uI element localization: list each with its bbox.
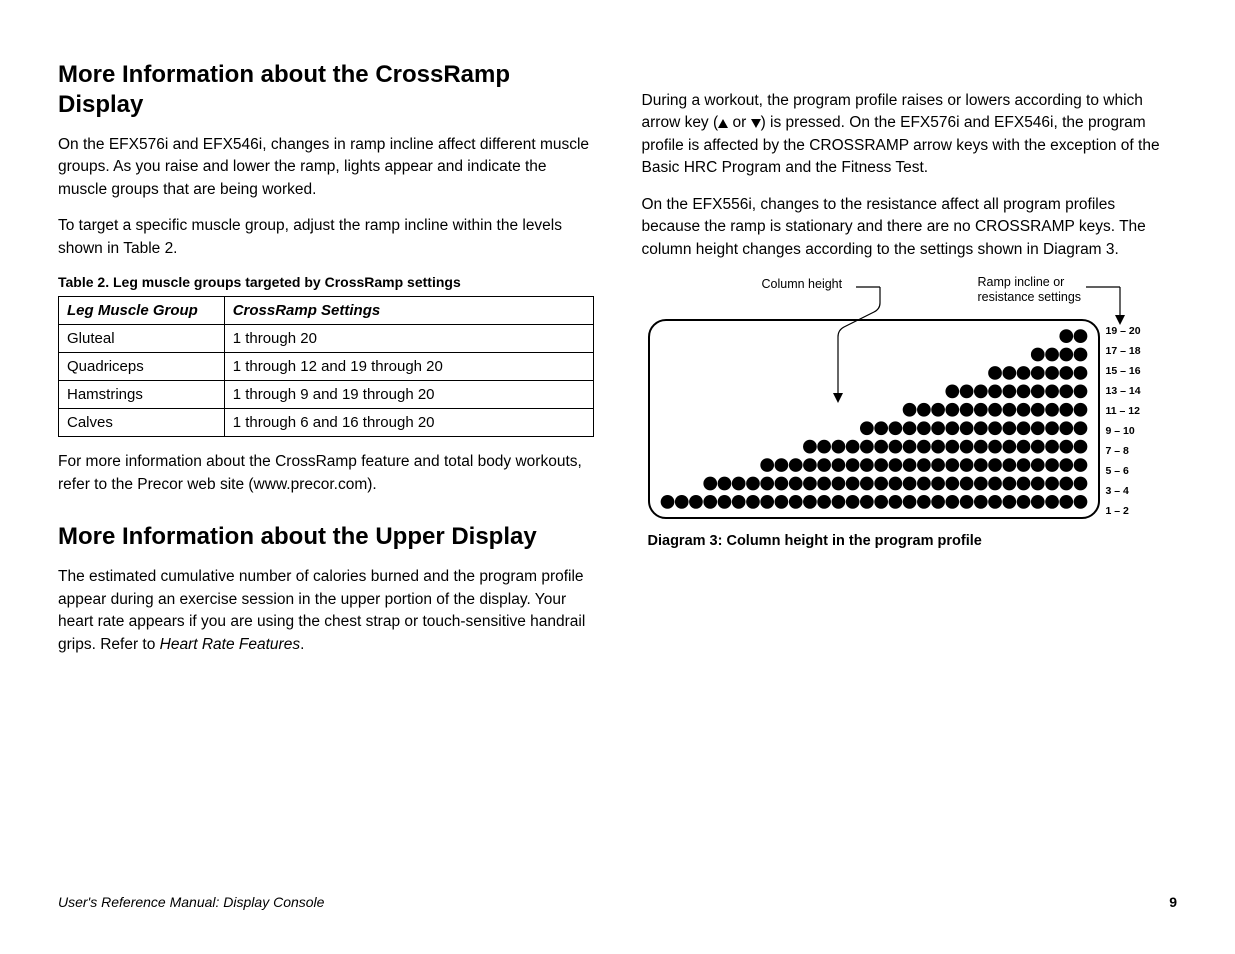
heart-rate-ref: Heart Rate Features	[160, 636, 300, 653]
table-row: Gluteal1 through 20	[59, 325, 594, 353]
row-label: 1 – 2	[1106, 501, 1141, 521]
page-footer: User's Reference Manual: Display Console…	[58, 894, 1177, 910]
para-right-2: On the EFX556i, changes to the resistanc…	[642, 194, 1178, 261]
para-upper-display-a: The estimated cumulative number of calor…	[58, 568, 585, 652]
up-arrow-icon	[718, 119, 728, 128]
dots-frame	[648, 319, 1100, 519]
row-label: 9 – 10	[1106, 421, 1141, 441]
heading-upper-display: More Information about the Upper Display	[58, 522, 594, 552]
row-label: 17 – 18	[1106, 341, 1141, 361]
table-header-muscle: Leg Muscle Group	[59, 297, 225, 325]
left-column: More Information about the CrossRamp Dis…	[58, 60, 594, 670]
para-right-1b: or	[728, 114, 750, 131]
table-cell: Hamstrings	[59, 381, 225, 409]
row-label: 19 – 20	[1106, 321, 1141, 341]
row-label: 5 – 6	[1106, 461, 1141, 481]
table-cell: 1 through 6 and 16 through 20	[224, 409, 593, 437]
para-crossramp-1: On the EFX576i and EFX546i, changes in r…	[58, 134, 594, 201]
annot-column-height: Column height	[762, 277, 843, 291]
table-cell: Gluteal	[59, 325, 225, 353]
para-crossramp-2: To target a specific muscle group, adjus…	[58, 215, 594, 260]
heading-crossramp: More Information about the CrossRamp Dis…	[58, 60, 594, 120]
muscle-group-table: Leg Muscle Group CrossRamp Settings Glut…	[58, 296, 594, 437]
table-caption: Table 2. Leg muscle groups targeted by C…	[58, 274, 594, 290]
table-cell: Calves	[59, 409, 225, 437]
row-label: 7 – 8	[1106, 441, 1141, 461]
diagram-3: Column height Ramp incline orresistance …	[648, 275, 1178, 549]
para-right-1: During a workout, the program profile ra…	[642, 90, 1178, 180]
row-label: 3 – 4	[1106, 481, 1141, 501]
footer-title: User's Reference Manual: Display Console	[58, 894, 324, 910]
para-crossramp-3: For more information about the CrossRamp…	[58, 451, 594, 496]
dots-svg	[650, 321, 1098, 517]
page-number: 9	[1169, 894, 1177, 910]
table-cell: 1 through 20	[224, 325, 593, 353]
table-cell: 1 through 9 and 19 through 20	[224, 381, 593, 409]
row-label: 15 – 16	[1106, 361, 1141, 381]
table-cell: 1 through 12 and 19 through 20	[224, 353, 593, 381]
table-row: Calves1 through 6 and 16 through 20	[59, 409, 594, 437]
table-row: Hamstrings1 through 9 and 19 through 20	[59, 381, 594, 409]
annot-ramp-incline: Ramp incline orresistance settings	[978, 275, 1082, 305]
row-label: 11 – 12	[1106, 401, 1141, 421]
para-upper-display: The estimated cumulative number of calor…	[58, 566, 594, 656]
down-arrow-icon	[751, 119, 761, 128]
right-column: During a workout, the program profile ra…	[642, 60, 1178, 670]
para-upper-display-c: .	[300, 636, 304, 653]
row-labels: 19 – 2017 – 1815 – 1613 – 1411 – 129 – 1…	[1100, 319, 1141, 523]
diagram-caption: Diagram 3: Column height in the program …	[648, 533, 1178, 549]
row-label: 13 – 14	[1106, 381, 1141, 401]
table-row: Quadriceps1 through 12 and 19 through 20	[59, 353, 594, 381]
table-cell: Quadriceps	[59, 353, 225, 381]
table-header-settings: CrossRamp Settings	[224, 297, 593, 325]
